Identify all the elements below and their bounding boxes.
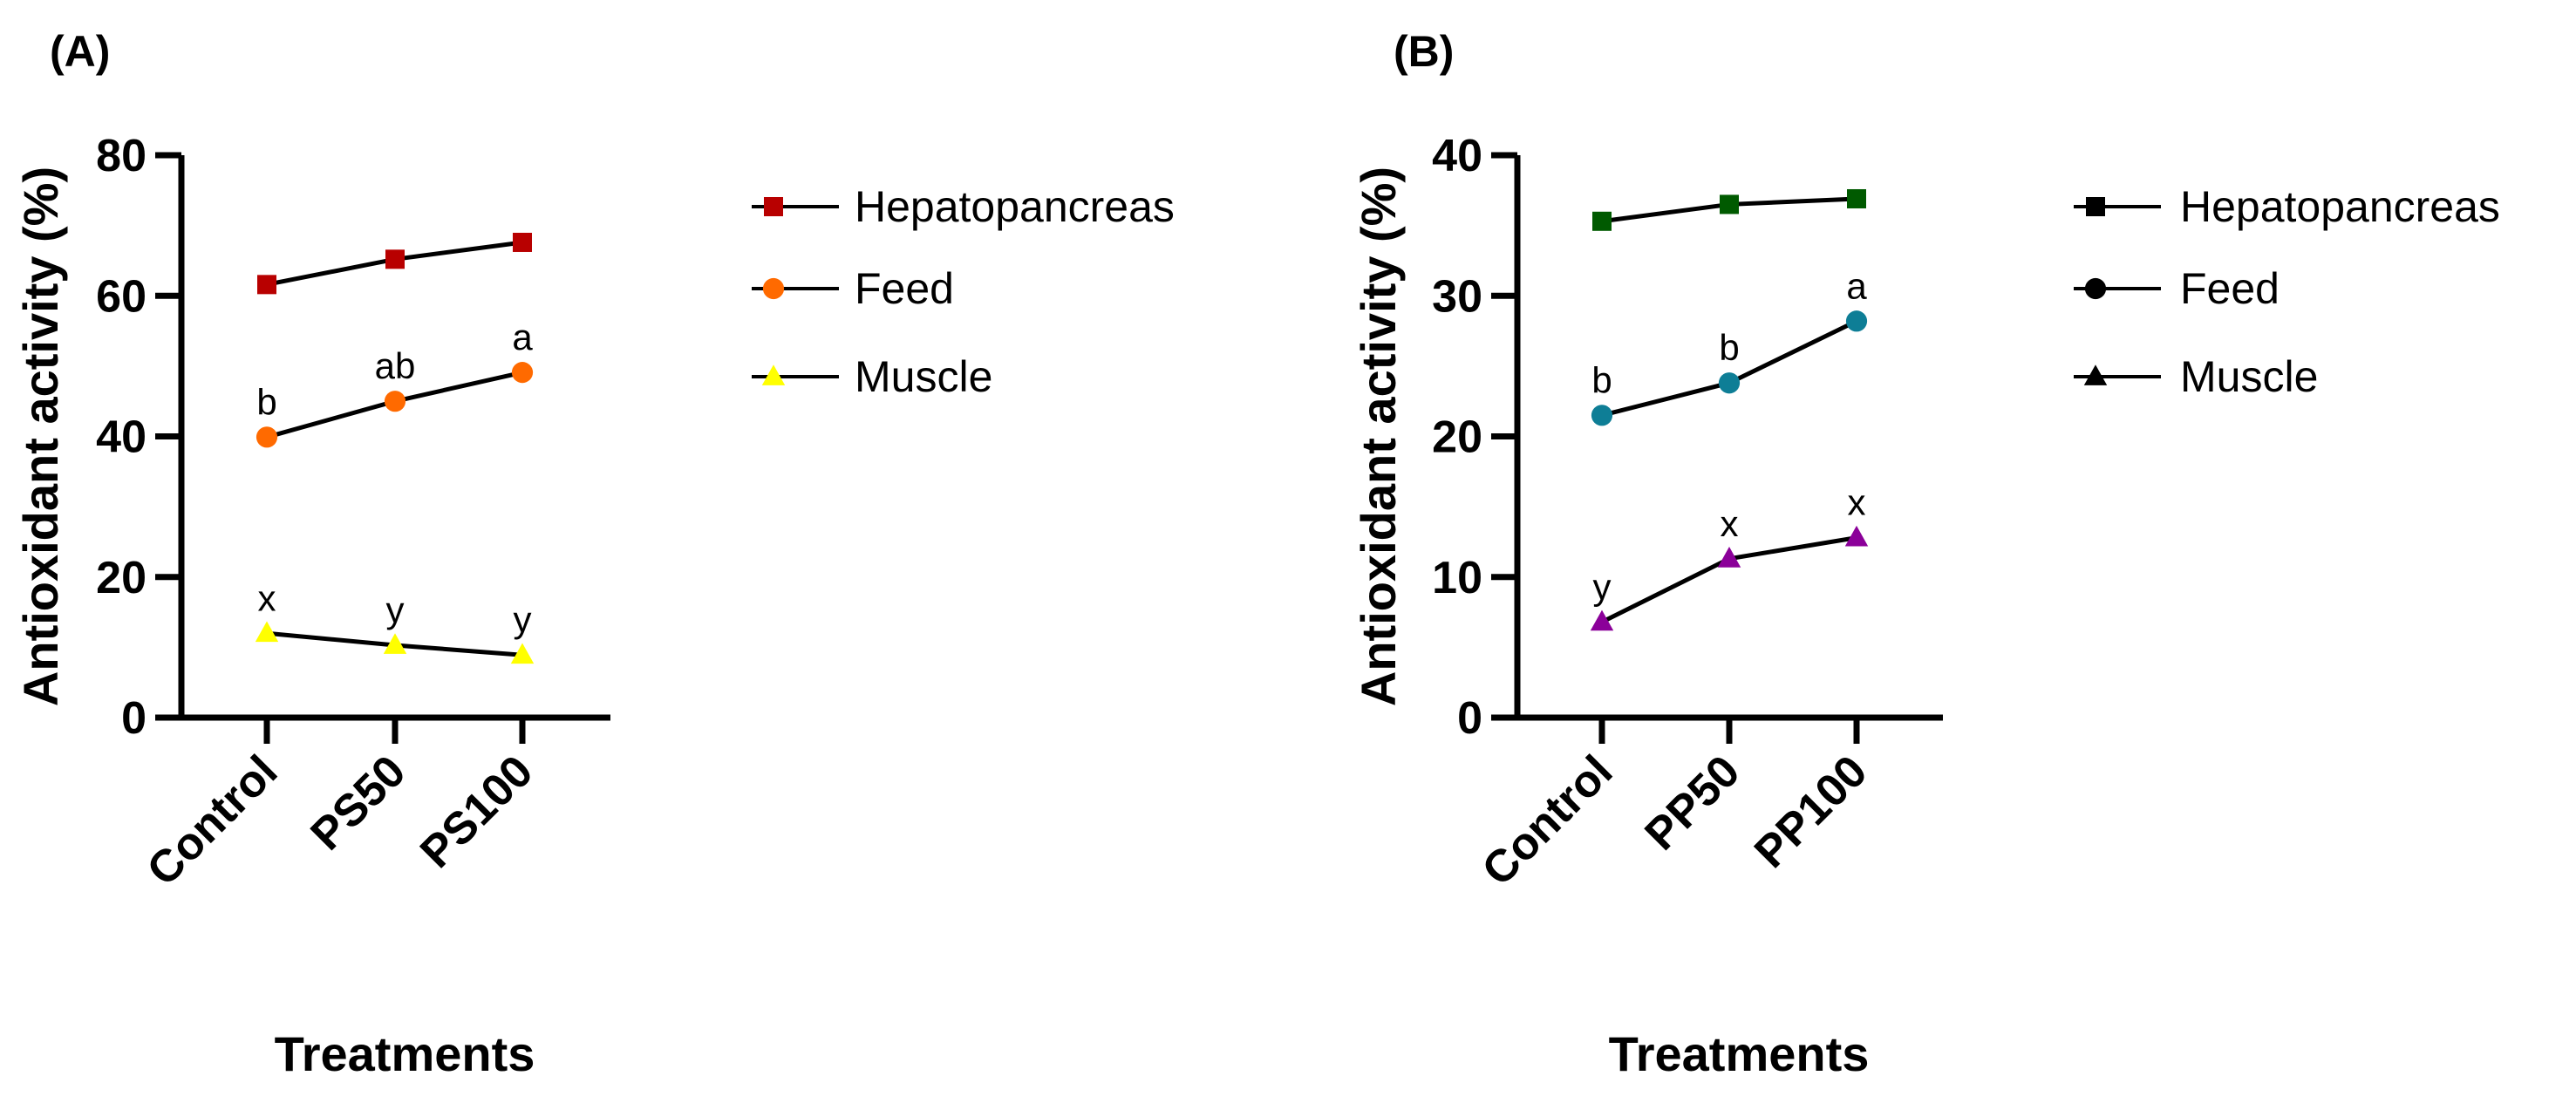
- y-tick-label: 40: [96, 412, 147, 463]
- legend-label: Feed: [2180, 264, 2280, 313]
- y-tick-label: 0: [121, 693, 147, 744]
- panel-label: (B): [1394, 27, 1454, 76]
- data-point-circle: [1845, 310, 1868, 332]
- legend-label: Hepatopancreas: [2180, 182, 2500, 231]
- significance-label: b: [256, 381, 276, 422]
- data-point-circle: [256, 426, 278, 448]
- data-point-triangle: [1844, 525, 1869, 547]
- legend-entry: Hepatopancreas: [752, 182, 1175, 231]
- significance-label: a: [1846, 265, 1867, 306]
- data-point-square: [513, 232, 532, 252]
- data-point-circle: [384, 391, 406, 412]
- x-tick-label: PS50: [302, 746, 416, 860]
- data-point-triangle: [1590, 609, 1614, 631]
- data-point-square: [1720, 194, 1739, 214]
- y-tick-label: 20: [1432, 412, 1482, 463]
- legend-entry: Feed: [2074, 264, 2280, 313]
- legend-label: Feed: [855, 264, 954, 313]
- y-tick-label: 80: [96, 131, 147, 181]
- data-point-circle: [1591, 405, 1613, 426]
- series-hepatopancreas: [257, 232, 532, 295]
- significance-label: x: [1848, 482, 1866, 523]
- x-tick-label: Control: [1473, 746, 1623, 895]
- data-point-triangle: [255, 621, 279, 643]
- y-tick-label: 40: [1432, 131, 1482, 181]
- legend-triangle-icon: [2083, 364, 2108, 385]
- legend-triangle-icon: [761, 364, 786, 385]
- data-point-triangle: [1717, 547, 1741, 568]
- data-point-triangle: [383, 633, 407, 654]
- x-axis-label: Treatments: [1609, 1026, 1870, 1081]
- y-tick-label: 20: [96, 553, 147, 603]
- series-hepatopancreas: [1592, 188, 1866, 231]
- significance-label: y: [386, 589, 405, 630]
- panel-label: (A): [50, 27, 110, 76]
- x-tick-label: PS100: [411, 746, 542, 877]
- legend-entry: Feed: [752, 264, 954, 313]
- legend-label: Hepatopancreas: [855, 182, 1175, 231]
- significance-label: y: [1593, 566, 1612, 607]
- x-tick-label: PP100: [1745, 746, 1877, 877]
- data-point-square: [1847, 188, 1866, 208]
- legend-entry: Muscle: [752, 352, 992, 401]
- y-tick-label: 60: [96, 271, 147, 322]
- series-feed: b b a: [1591, 265, 1867, 426]
- significance-label: x: [258, 577, 276, 618]
- significance-label: ab: [375, 345, 416, 386]
- y-tick-label: 10: [1432, 553, 1482, 603]
- legend-square-icon: [764, 197, 783, 216]
- series-feed: b ab a: [256, 317, 534, 448]
- data-point-square: [385, 249, 405, 269]
- legend-circle-icon: [2084, 277, 2107, 300]
- data-point-circle: [1718, 372, 1741, 394]
- x-tick-label: PP50: [1636, 746, 1750, 860]
- y-tick-label: 30: [1432, 271, 1482, 322]
- significance-label: y: [514, 599, 532, 640]
- legend-entry: Muscle: [2074, 352, 2318, 401]
- x-axis-label: Treatments: [275, 1026, 535, 1081]
- y-axis-label: Antioxidant activity (%): [1351, 167, 1406, 706]
- series-muscle: y x x: [1590, 482, 1869, 631]
- legend-label: Muscle: [2180, 352, 2318, 401]
- legend-entry: Hepatopancreas: [2074, 182, 2500, 231]
- significance-label: b: [1719, 327, 1739, 368]
- x-tick-label: Control: [138, 746, 288, 895]
- significance-label: x: [1721, 503, 1739, 544]
- data-point-circle: [511, 362, 534, 384]
- legend-circle-icon: [762, 277, 785, 300]
- data-point-square: [1592, 211, 1612, 231]
- significance-label: b: [1591, 359, 1612, 400]
- data-point-square: [257, 275, 276, 295]
- y-tick-label: 0: [1457, 693, 1482, 744]
- significance-label: a: [512, 317, 533, 357]
- legend-label: Muscle: [855, 352, 992, 401]
- data-point-triangle: [510, 643, 535, 664]
- y-axis-label: Antioxidant activity (%): [13, 167, 68, 706]
- legend-square-icon: [2086, 197, 2105, 216]
